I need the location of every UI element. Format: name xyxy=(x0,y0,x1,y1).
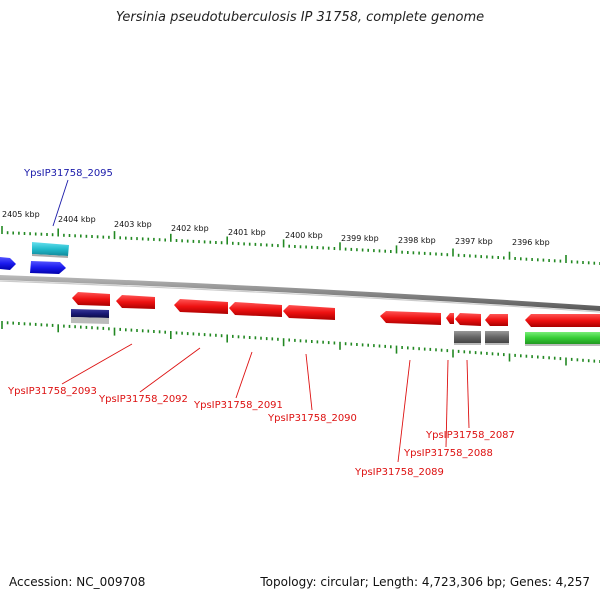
gene-reverse-ypsip31758_2089[interactable] xyxy=(380,311,441,325)
gene-reverse-ypsip31758_2091a[interactable] xyxy=(174,299,228,314)
navy-feature[interactable] xyxy=(71,309,109,318)
gene-label-2092: YpsIP31758_2092 xyxy=(98,394,188,405)
gene-label-2088: YpsIP31758_2088 xyxy=(403,448,493,459)
kbp-label-2396: 2396 kbp xyxy=(512,238,550,247)
gene-label-2091: YpsIP31758_2091 xyxy=(193,400,283,411)
gene-reverse-ypsip31758_2091[interactable] xyxy=(229,302,282,317)
cyan-feature-shadow xyxy=(32,254,68,258)
kbp-label-2401: 2401 kbp xyxy=(228,228,266,237)
gray-feature-1-shadow xyxy=(454,343,481,345)
gray-feature-2-shadow xyxy=(485,343,509,345)
gene-label-2090: YpsIP31758_2090 xyxy=(267,413,357,424)
kbp-label-2399: 2399 kbp xyxy=(341,234,379,243)
gene-reverse-ypsip31758_2092[interactable] xyxy=(116,295,155,309)
kbp-label-2400: 2400 kbp xyxy=(285,231,323,240)
gene-reverse-ypsip31758_2093[interactable] xyxy=(72,292,110,306)
gene-forward-blue-left[interactable] xyxy=(0,257,16,270)
backbone-shadow xyxy=(0,280,600,313)
cyan-feature[interactable] xyxy=(32,242,69,256)
gene-reverse-right[interactable] xyxy=(525,314,600,327)
gene-label-2089: YpsIP31758_2089 xyxy=(354,467,444,478)
navy-feature-shadow xyxy=(71,317,109,324)
kbp-label-2404: 2404 kbp xyxy=(58,215,96,224)
leader-line-2089 xyxy=(397,359,411,463)
gene-reverse-small[interactable] xyxy=(446,313,454,324)
gene-label-2093: YpsIP31758_2093 xyxy=(7,386,97,397)
kbp-label-2405: 2405 kbp xyxy=(2,210,40,219)
gene-forward-ypsip31758_2095[interactable] xyxy=(30,261,66,274)
gene-label-2095: YpsIP31758_2095 xyxy=(23,168,113,179)
green-feature[interactable] xyxy=(525,332,600,344)
kbp-label-2397: 2397 kbp xyxy=(455,237,493,246)
gene-reverse-ypsip31758_2087[interactable] xyxy=(485,314,508,326)
leader-line-2093 xyxy=(61,343,133,385)
leader-line-2088 xyxy=(445,359,449,448)
ruler-ticks-bottom xyxy=(1,321,600,366)
leader-line-2095 xyxy=(52,179,69,227)
gray-feature-2[interactable] xyxy=(485,331,509,343)
gene-reverse-ypsip31758_2090[interactable] xyxy=(283,305,335,320)
leader-line-2087 xyxy=(466,359,470,429)
genome-summary-text: Topology: circular; Length: 4,723,306 bp… xyxy=(260,575,590,589)
green-feature-shadow xyxy=(525,344,600,346)
gene-label-2087: YpsIP31758_2087 xyxy=(425,430,515,441)
leader-line-2090 xyxy=(305,353,313,411)
genome-title: Yersinia pseudotuberculosis IP 31758, co… xyxy=(115,10,485,25)
accession-text: Accession: NC_009708 xyxy=(9,575,146,589)
kbp-label-2403: 2403 kbp xyxy=(114,220,152,229)
kbp-label-2402: 2402 kbp xyxy=(171,224,209,233)
leader-line-2092 xyxy=(139,347,201,393)
gray-feature-1[interactable] xyxy=(454,331,481,343)
ruler-ticks-top xyxy=(1,226,600,265)
kbp-label-2398: 2398 kbp xyxy=(398,236,436,245)
gene-reverse-ypsip31758_2088[interactable] xyxy=(455,313,481,326)
leader-line-2091 xyxy=(235,351,253,399)
genome-backbone xyxy=(0,275,600,311)
